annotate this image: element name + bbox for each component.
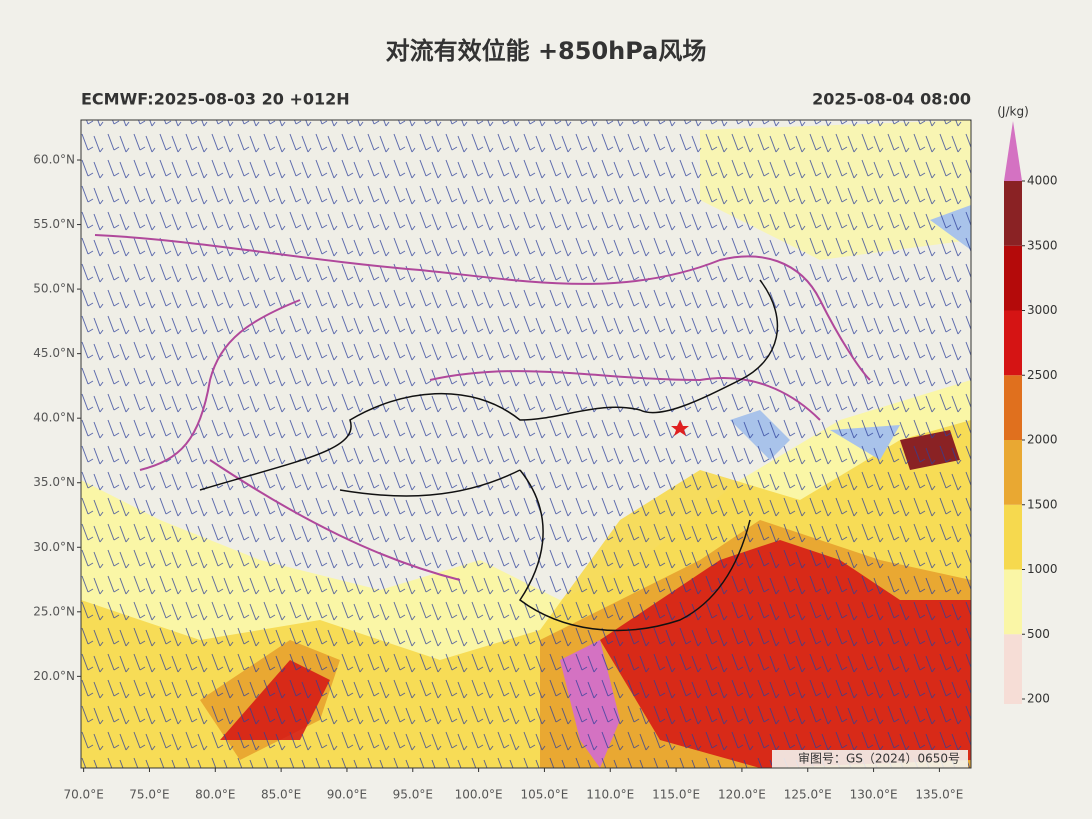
colorbar-label: 3500 — [1027, 238, 1058, 252]
colorbar-label: 2500 — [1027, 368, 1058, 382]
colorbar-segment — [1004, 440, 1022, 505]
lat-tick-label: 45.0°N — [33, 346, 75, 360]
approval-box — [772, 750, 968, 768]
colorbar-label: 4000 — [1027, 174, 1058, 188]
lon-tick-label: 100.0°E — [455, 788, 503, 802]
lat-tick-label: 25.0°N — [33, 604, 75, 618]
lon-tick-label: 85.0°E — [261, 788, 301, 802]
province-boundary — [199, 279, 779, 632]
colorbar-label: 1000 — [1027, 562, 1058, 576]
lon-tick-label: 110.0°E — [586, 788, 634, 802]
border — [94, 234, 871, 581]
title: 对流有效位能 +850hPa风场 — [386, 37, 707, 65]
colorbar-segment — [1004, 634, 1022, 704]
lon-tick-label: 115.0°E — [652, 788, 700, 802]
lon-tick-label: 95.0°E — [393, 788, 433, 802]
lat-tick-label: 55.0°N — [33, 217, 75, 231]
colorbar-label: 2000 — [1027, 433, 1058, 447]
lat-tick-label: 40.0°N — [33, 411, 75, 425]
axis-ticks: 60.0°N 55.0°N 50.0°N 45.0°N 40.0°N 35.0°N 30.0… — [33, 153, 963, 802]
colorbar-segment — [1004, 569, 1022, 635]
colorbar: (J/kg) 200 500 1000 1500 2000 2500 3000 3500 400… — [997, 105, 1057, 706]
colorbar-segment — [1004, 245, 1022, 311]
colorbar-label: 1500 — [1027, 497, 1058, 511]
lat-tick-label: 35.0°N — [33, 475, 75, 489]
lon-tick-label: 125.0°E — [784, 788, 832, 802]
lon-tick-label: 135.0°E — [915, 788, 963, 802]
colorbar-unit: (J/kg) — [997, 105, 1029, 119]
lat-tick-label: 30.0°N — [33, 540, 75, 554]
valid-time: 2025-08-04 08:00 — [812, 90, 971, 109]
lon-tick-label: 120.0°E — [718, 788, 766, 802]
colorbar-label: 3000 — [1027, 303, 1058, 317]
lat-tick-label: 20.0°N — [33, 669, 75, 683]
lon-tick-label: 90.0°E — [327, 788, 367, 802]
colorbar-extend — [1004, 121, 1022, 181]
colorbar-segment — [1004, 181, 1022, 246]
lon-tick-label: 70.0°E — [63, 788, 103, 802]
colorbar-segment — [1004, 375, 1022, 440]
map-field: 审图号：GS（2024）0650号 — [81, 120, 971, 768]
lat-tick-label: 50.0°N — [33, 282, 75, 296]
approval-text: 审图号：GS（2024）0650号 — [798, 751, 960, 766]
colorbar-segment — [1004, 504, 1022, 570]
model-run: ECMWF:2025-08-03 20 +012H — [81, 90, 350, 109]
colorbar-label: 200 — [1027, 692, 1050, 706]
lon-tick-label: 75.0°E — [129, 788, 169, 802]
colorbar-segment — [1004, 310, 1022, 376]
lon-tick-label: 130.0°E — [850, 788, 898, 802]
colorbar-label: 500 — [1027, 627, 1050, 641]
lon-tick-label: 105.0°E — [520, 788, 568, 802]
wind-barbs — [81, 120, 971, 768]
capital-marker — [671, 420, 689, 436]
map-frame — [80, 119, 972, 769]
lat-tick-label: 60.0°N — [33, 153, 75, 167]
lon-tick-label: 80.0°E — [195, 788, 235, 802]
